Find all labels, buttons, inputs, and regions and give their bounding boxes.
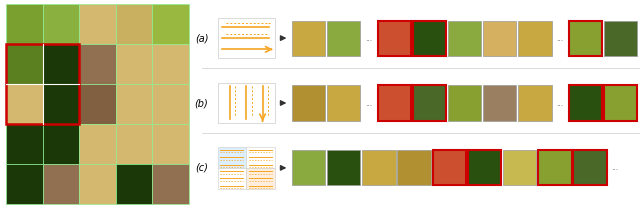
Bar [292,85,325,121]
Bar [218,168,246,189]
Text: ...: ... [611,163,619,172]
Bar [483,85,516,121]
Bar [448,85,481,121]
Bar [152,84,189,124]
Text: ...: ... [556,34,564,43]
Bar [43,4,79,44]
Bar [43,84,79,124]
Bar [327,150,360,185]
Bar [378,85,411,121]
Bar [6,44,79,124]
Bar [518,21,552,56]
Bar [43,124,79,164]
Text: (b): (b) [195,98,209,108]
Bar [218,18,275,58]
Bar [246,147,275,168]
Bar [292,21,325,56]
Bar [116,84,152,124]
Bar [569,21,602,56]
Text: (c): (c) [195,163,208,173]
Text: (a): (a) [195,33,209,43]
Bar [116,124,152,164]
Bar [116,44,152,84]
Bar [433,150,466,185]
Bar [6,124,43,164]
Bar [79,84,116,124]
Bar [79,124,116,164]
Bar [503,150,536,185]
Bar [483,21,516,56]
Bar [152,164,189,204]
Bar [362,150,396,185]
Bar [327,21,360,56]
Bar [218,83,275,123]
Bar [6,164,43,204]
Bar [152,44,189,84]
Text: ...: ... [556,98,564,108]
Bar [468,150,501,185]
Bar [413,21,446,56]
Bar [6,84,43,124]
Bar [6,4,43,44]
Bar [327,85,360,121]
Bar [413,85,446,121]
Bar [604,85,637,121]
Bar [218,147,246,168]
Bar [518,85,552,121]
Text: ...: ... [365,98,372,108]
Bar [378,21,411,56]
Bar [152,124,189,164]
Bar [116,164,152,204]
Bar [573,150,607,185]
Bar [79,164,116,204]
Bar [397,150,431,185]
Bar [79,4,116,44]
Bar [43,164,79,204]
Bar [448,21,481,56]
Bar [43,44,79,84]
Bar [6,44,43,84]
Bar [569,85,602,121]
Bar [246,168,275,189]
Bar [152,4,189,44]
Bar [604,21,637,56]
Text: ...: ... [365,34,372,43]
Bar [292,150,325,185]
Bar [79,44,116,84]
Bar [538,150,572,185]
Bar [116,4,152,44]
